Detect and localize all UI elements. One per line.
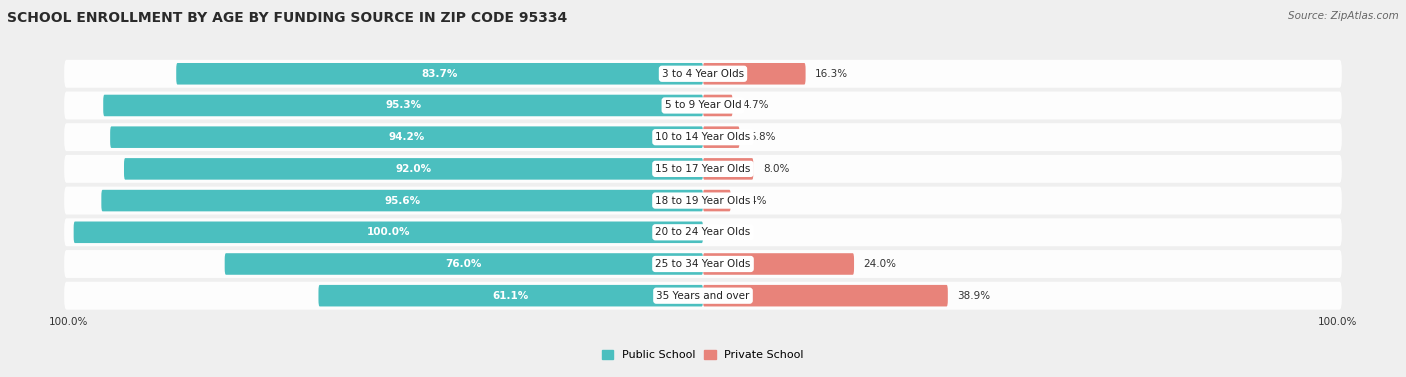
FancyBboxPatch shape [124,158,703,180]
FancyBboxPatch shape [103,95,703,116]
FancyBboxPatch shape [65,155,1341,183]
Text: 83.7%: 83.7% [422,69,458,79]
Text: 100.0%: 100.0% [1319,317,1358,327]
FancyBboxPatch shape [65,250,1341,278]
Text: 35 Years and over: 35 Years and over [657,291,749,301]
Text: 76.0%: 76.0% [446,259,482,269]
FancyBboxPatch shape [65,282,1341,310]
FancyBboxPatch shape [65,218,1341,246]
FancyBboxPatch shape [176,63,703,84]
FancyBboxPatch shape [65,187,1341,215]
Text: Source: ZipAtlas.com: Source: ZipAtlas.com [1288,11,1399,21]
Text: 10 to 14 Year Olds: 10 to 14 Year Olds [655,132,751,142]
Text: 100.0%: 100.0% [367,227,411,237]
Text: 100.0%: 100.0% [48,317,87,327]
Text: 8.0%: 8.0% [763,164,789,174]
Text: 95.6%: 95.6% [384,196,420,205]
Text: 16.3%: 16.3% [815,69,848,79]
FancyBboxPatch shape [65,123,1341,151]
FancyBboxPatch shape [703,190,731,211]
FancyBboxPatch shape [703,253,853,275]
Text: 61.1%: 61.1% [492,291,529,301]
Text: 3 to 4 Year Olds: 3 to 4 Year Olds [662,69,744,79]
FancyBboxPatch shape [703,285,948,307]
FancyBboxPatch shape [319,285,703,307]
FancyBboxPatch shape [65,60,1341,88]
Text: 25 to 34 Year Olds: 25 to 34 Year Olds [655,259,751,269]
FancyBboxPatch shape [703,95,733,116]
FancyBboxPatch shape [703,126,740,148]
FancyBboxPatch shape [703,63,806,84]
Text: 4.4%: 4.4% [740,196,766,205]
Text: 0.0%: 0.0% [713,227,738,237]
FancyBboxPatch shape [101,190,703,211]
Legend: Public School, Private School: Public School, Private School [599,346,807,363]
Text: 5.8%: 5.8% [749,132,776,142]
Text: 95.3%: 95.3% [385,101,422,110]
Text: 94.2%: 94.2% [388,132,425,142]
Text: 4.7%: 4.7% [742,101,769,110]
Text: 20 to 24 Year Olds: 20 to 24 Year Olds [655,227,751,237]
FancyBboxPatch shape [110,126,703,148]
FancyBboxPatch shape [65,92,1341,120]
Text: 15 to 17 Year Olds: 15 to 17 Year Olds [655,164,751,174]
Text: SCHOOL ENROLLMENT BY AGE BY FUNDING SOURCE IN ZIP CODE 95334: SCHOOL ENROLLMENT BY AGE BY FUNDING SOUR… [7,11,567,25]
Text: 92.0%: 92.0% [395,164,432,174]
Text: 5 to 9 Year Old: 5 to 9 Year Old [665,101,741,110]
Text: 38.9%: 38.9% [957,291,990,301]
Text: 18 to 19 Year Olds: 18 to 19 Year Olds [655,196,751,205]
FancyBboxPatch shape [703,158,754,180]
FancyBboxPatch shape [225,253,703,275]
Text: 24.0%: 24.0% [863,259,897,269]
FancyBboxPatch shape [73,222,703,243]
